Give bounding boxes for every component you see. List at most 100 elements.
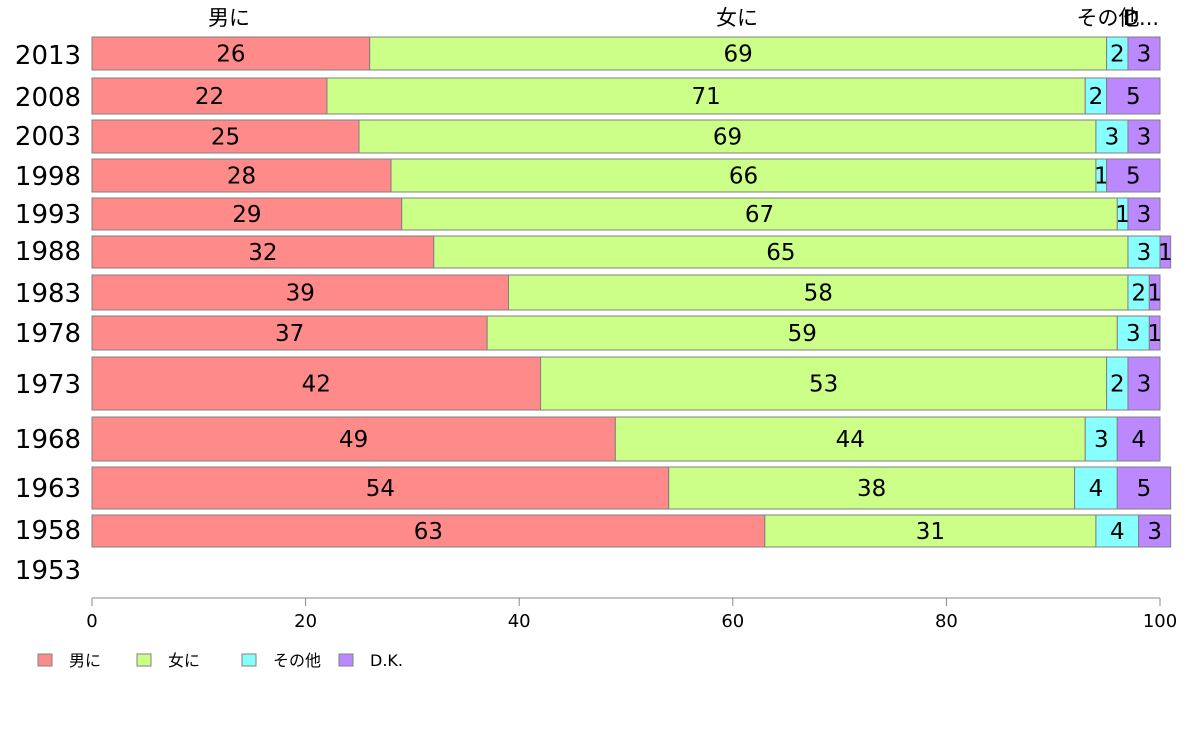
bar-2003-series-1: [91, 119, 360, 154]
bar-1968-series-4: [1116, 416, 1161, 462]
x-tick-label-100: 100: [1143, 611, 1177, 632]
bar-label-1968-series-2: 44: [836, 427, 865, 453]
bar-label-1998-series-4: 5: [1126, 164, 1141, 190]
bar-label-1983-series-3: 2: [1131, 281, 1146, 307]
bar-label-1993-series-3: 1: [1115, 202, 1130, 228]
bar-2003-series-3: [1095, 119, 1129, 154]
bar-1988-series-3: [1127, 235, 1161, 269]
bar-1968-series-2: [614, 416, 1086, 462]
legend-label-4: D.K.: [370, 651, 403, 670]
column-header-3: その他: [1077, 6, 1140, 30]
bar-1958-series-1: [91, 514, 766, 548]
bar-label-2008-series-4: 5: [1126, 84, 1141, 110]
y-label-2013: 2013: [15, 41, 81, 71]
y-label-1983: 1983: [15, 279, 81, 309]
bar-label-2008-series-3: 2: [1089, 84, 1104, 110]
legend-label-1: 男に: [69, 651, 101, 670]
bar-label-1978-series-2: 59: [788, 321, 817, 347]
bar-label-1988-series-1: 32: [248, 240, 277, 266]
bar-label-1998-series-3: 1: [1094, 164, 1109, 190]
y-label-2003: 2003: [15, 122, 81, 152]
y-label-1968: 1968: [15, 425, 81, 455]
legend-swatch-1: [37, 653, 53, 667]
bar-label-1973-series-1: 42: [302, 372, 331, 398]
y-label-1958: 1958: [15, 516, 81, 546]
bar-label-1973-series-3: 2: [1110, 372, 1125, 398]
bar-label-1958-series-1: 63: [414, 519, 443, 545]
bar-1968-series-3: [1084, 416, 1118, 462]
bar-1958-series-4: [1138, 514, 1172, 548]
bar-label-1983-series-1: 39: [286, 281, 315, 307]
bar-label-2013-series-3: 2: [1110, 42, 1125, 68]
legend-label-3: その他: [273, 651, 321, 670]
bar-1973-series-2: [540, 356, 1108, 411]
bar-label-1963-series-3: 4: [1089, 476, 1104, 502]
y-label-1988: 1988: [15, 237, 81, 267]
bar-2003-series-4: [1127, 119, 1161, 154]
bar-2008-series-1: [91, 77, 328, 115]
y-label-1973: 1973: [15, 370, 81, 400]
bar-label-1993-series-4: 3: [1137, 202, 1152, 228]
column-header-1: 男に: [208, 6, 250, 30]
bar-label-1958-series-3: 4: [1110, 519, 1125, 545]
bar-label-1988-series-3: 3: [1137, 240, 1152, 266]
bar-label-2003-series-1: 25: [211, 125, 240, 151]
bar-label-1993-series-1: 29: [232, 202, 261, 228]
legend-swatch-2: [136, 653, 152, 667]
bar-label-1968-series-3: 3: [1094, 427, 1109, 453]
bar-label-1968-series-1: 49: [339, 427, 368, 453]
bar-label-1998-series-1: 28: [227, 164, 256, 190]
y-label-1963: 1963: [15, 474, 81, 504]
bar-1998-series-1: [91, 158, 392, 193]
y-label-2008: 2008: [15, 83, 81, 113]
bar-label-1988-series-4: 1: [1158, 240, 1173, 266]
x-tick-label-60: 60: [721, 611, 744, 632]
bar-1963-series-3: [1074, 466, 1118, 510]
bar-label-1983-series-4: 1: [1147, 281, 1162, 307]
legend-label-2: 女に: [168, 651, 200, 670]
bar-2003-series-2: [358, 119, 1097, 154]
bar-label-2003-series-2: 69: [713, 125, 742, 151]
bar-label-1978-series-3: 3: [1126, 321, 1141, 347]
bar-1988-series-4: [1159, 235, 1172, 269]
bar-label-2013-series-4: 3: [1137, 42, 1152, 68]
bar-label-2013-series-2: 69: [723, 42, 752, 68]
bar-1983-series-2: [508, 274, 1129, 311]
bar-label-1958-series-4: 3: [1147, 519, 1162, 545]
bar-label-1963-series-2: 38: [857, 476, 886, 502]
bar-label-2008-series-2: 71: [691, 84, 720, 110]
bar-1973-series-4: [1127, 356, 1161, 411]
x-tick-label-0: 0: [86, 611, 97, 632]
bar-1988-series-1: [91, 235, 435, 269]
bar-label-1998-series-2: 66: [729, 164, 758, 190]
bar-label-1973-series-4: 3: [1137, 372, 1152, 398]
bar-label-2003-series-3: 3: [1105, 125, 1120, 151]
bar-1973-series-1: [91, 356, 542, 411]
bar-label-1978-series-4: 1: [1147, 321, 1162, 347]
legend-swatch-4: [338, 653, 354, 667]
bar-label-1978-series-1: 37: [275, 321, 304, 347]
bar-1993-series-4: [1127, 197, 1161, 231]
bar-2008-series-4: [1106, 77, 1161, 115]
bar-label-2008-series-1: 22: [195, 84, 224, 110]
bar-2008-series-2: [326, 77, 1086, 115]
bar-1978-series-2: [486, 315, 1118, 351]
bar-label-1958-series-2: 31: [916, 519, 945, 545]
bar-1958-series-3: [1095, 514, 1140, 548]
column-header-4: D...: [1123, 6, 1159, 30]
bar-1993-series-2: [401, 197, 1118, 231]
x-tick-label-80: 80: [935, 611, 958, 632]
bar-2013-series-1: [91, 36, 371, 71]
bar-2013-series-2: [369, 36, 1108, 71]
column-header-2: 女に: [716, 6, 758, 30]
bar-1978-series-1: [91, 315, 488, 351]
bar-1998-series-4: [1106, 158, 1161, 193]
bar-label-2003-series-4: 3: [1137, 125, 1152, 151]
y-label-1998: 1998: [15, 162, 81, 192]
y-label-1993: 1993: [15, 200, 81, 230]
bar-1983-series-4: [1148, 274, 1161, 311]
y-label-1978: 1978: [15, 319, 81, 349]
legend-swatch-3: [241, 653, 257, 667]
bar-2013-series-4: [1127, 36, 1161, 71]
